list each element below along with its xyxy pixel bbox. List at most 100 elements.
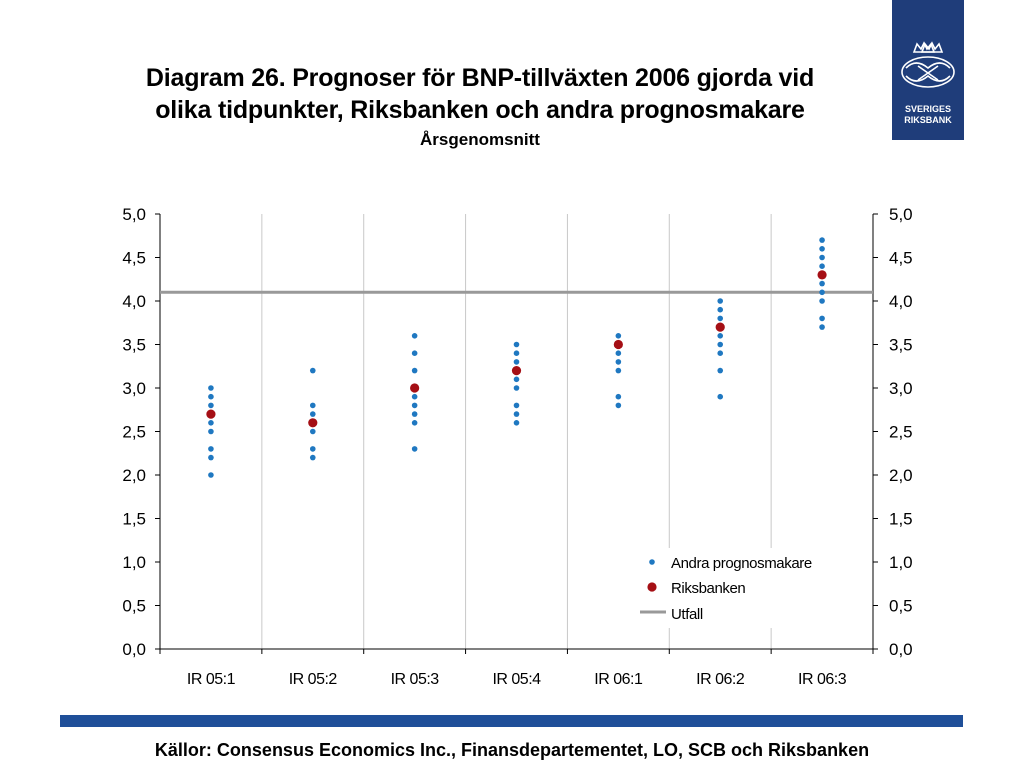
point-andra-prognosmakare xyxy=(717,333,724,339)
point-andra-prognosmakare xyxy=(819,237,825,243)
point-andra-prognosmakare xyxy=(411,333,418,339)
point-andra-prognosmakare xyxy=(615,359,622,365)
point-riksbanken xyxy=(206,409,216,419)
point-andra-prognosmakare xyxy=(309,402,316,409)
point-andra-prognosmakare xyxy=(615,402,622,409)
y-tick-label-right: 2,5 xyxy=(889,423,913,442)
y-tick-label-left: 0,0 xyxy=(122,640,146,659)
y-tick-label-left: 3,5 xyxy=(122,336,146,355)
legend-label-andra-prognosmakare: Andra prognosmakare xyxy=(671,555,812,572)
point-andra-prognosmakare xyxy=(309,454,316,461)
y-tick-label-right: 3,5 xyxy=(889,336,913,355)
x-tick-label: IR 06:3 xyxy=(798,671,847,688)
logo-text-line1: SVERIGES xyxy=(904,104,951,114)
y-tick-label-left: 1,0 xyxy=(122,553,146,572)
point-andra-prognosmakare xyxy=(513,385,520,391)
y-tick-label-right: 0,5 xyxy=(889,597,913,616)
point-andra-prognosmakare xyxy=(615,393,622,400)
logo-wordmark: SVERIGES RIKSBANK xyxy=(892,104,964,126)
riksbank-logo: SVERIGES RIKSBANK xyxy=(892,0,964,140)
point-andra-prognosmakare xyxy=(208,420,214,426)
point-andra-prognosmakare xyxy=(411,393,418,400)
point-andra-prognosmakare xyxy=(208,385,214,391)
point-andra-prognosmakare xyxy=(411,411,418,417)
point-andra-prognosmakare xyxy=(717,393,724,400)
riksbank-emblem-icon xyxy=(901,41,955,88)
point-andra-prognosmakare xyxy=(717,306,724,313)
legend-label-utfall: Utfall xyxy=(671,606,703,623)
point-riksbanken xyxy=(410,383,420,393)
point-riksbanken xyxy=(817,270,827,280)
point-andra-prognosmakare xyxy=(819,280,825,287)
y-tick-label-right: 4,0 xyxy=(889,292,913,311)
point-andra-prognosmakare xyxy=(513,341,520,348)
point-andra-prognosmakare xyxy=(819,324,825,330)
point-andra-prognosmakare xyxy=(208,393,214,400)
y-tick-label-left: 0,5 xyxy=(122,597,146,616)
x-tick-label: IR 05:2 xyxy=(289,671,338,688)
point-andra-prognosmakare xyxy=(615,367,622,374)
point-riksbanken xyxy=(308,418,318,428)
point-andra-prognosmakare xyxy=(717,350,724,357)
y-tick-label-right: 4,5 xyxy=(889,249,913,268)
y-tick-label-left: 2,0 xyxy=(122,466,146,485)
chart-subtitle: Årsgenomsnitt xyxy=(420,130,540,149)
point-andra-prognosmakare xyxy=(819,254,825,261)
y-tick-label-right: 0,0 xyxy=(889,640,913,659)
y-tick-label-left: 1,5 xyxy=(122,510,146,529)
legend-box xyxy=(636,548,852,628)
footer-bar xyxy=(60,715,963,727)
point-andra-prognosmakare xyxy=(819,246,825,252)
point-riksbanken xyxy=(613,339,623,350)
point-andra-prognosmakare xyxy=(513,420,520,426)
y-tick-label-right: 1,5 xyxy=(889,510,913,529)
point-andra-prognosmakare xyxy=(208,428,214,435)
point-andra-prognosmakare xyxy=(615,350,622,357)
legend-label-riksbanken: Riksbanken xyxy=(671,580,745,597)
point-andra-prognosmakare xyxy=(615,333,622,339)
point-riksbanken xyxy=(715,322,725,332)
point-andra-prognosmakare xyxy=(513,376,520,383)
point-andra-prognosmakare xyxy=(819,263,825,270)
y-tick-label-left: 3,0 xyxy=(122,379,146,398)
chart-title-line1: Diagram 26. Prognoser för BNP-tillväxten… xyxy=(145,64,815,92)
y-tick-label-left: 4,5 xyxy=(122,249,146,268)
point-andra-prognosmakare xyxy=(411,402,418,409)
y-tick-label-right: 3,0 xyxy=(889,379,913,398)
point-andra-prognosmakare xyxy=(717,315,724,322)
point-andra-prognosmakare xyxy=(513,411,520,417)
logo-text-line2: RIKSBANK xyxy=(904,115,952,125)
point-andra-prognosmakare xyxy=(513,359,520,365)
legend-marker-andra-prognosmakare xyxy=(649,559,655,565)
y-tick-label-right: 1,0 xyxy=(889,553,913,572)
point-andra-prognosmakare xyxy=(717,367,724,374)
point-andra-prognosmakare xyxy=(208,446,214,452)
y-tick-label-left: 2,5 xyxy=(122,423,146,442)
point-andra-prognosmakare xyxy=(717,298,724,304)
point-andra-prognosmakare xyxy=(411,367,418,374)
legend-marker-riksbanken xyxy=(647,582,657,592)
point-andra-prognosmakare xyxy=(411,446,418,452)
point-riksbanken xyxy=(511,366,522,376)
point-andra-prognosmakare xyxy=(411,420,418,426)
point-andra-prognosmakare xyxy=(309,367,316,374)
point-andra-prognosmakare xyxy=(208,472,214,478)
point-andra-prognosmakare xyxy=(513,402,520,409)
point-andra-prognosmakare xyxy=(309,428,316,435)
point-andra-prognosmakare xyxy=(309,446,316,452)
y-tick-label-left: 4,0 xyxy=(122,292,146,311)
point-andra-prognosmakare xyxy=(208,454,214,461)
y-tick-label-right: 5,0 xyxy=(889,205,913,224)
point-andra-prognosmakare xyxy=(411,350,418,357)
x-tick-label: IR 06:1 xyxy=(594,671,643,688)
y-tick-label-right: 2,0 xyxy=(889,466,913,485)
y-tick-label-left: 5,0 xyxy=(122,205,146,224)
point-andra-prognosmakare xyxy=(513,350,520,357)
x-tick-label: IR 06:2 xyxy=(696,671,745,688)
point-andra-prognosmakare xyxy=(819,289,825,296)
point-andra-prognosmakare xyxy=(717,341,724,348)
x-tick-label: IR 05:1 xyxy=(187,671,236,688)
sources-note: Källor: Consensus Economics Inc., Finans… xyxy=(154,740,870,760)
point-andra-prognosmakare xyxy=(819,315,825,322)
